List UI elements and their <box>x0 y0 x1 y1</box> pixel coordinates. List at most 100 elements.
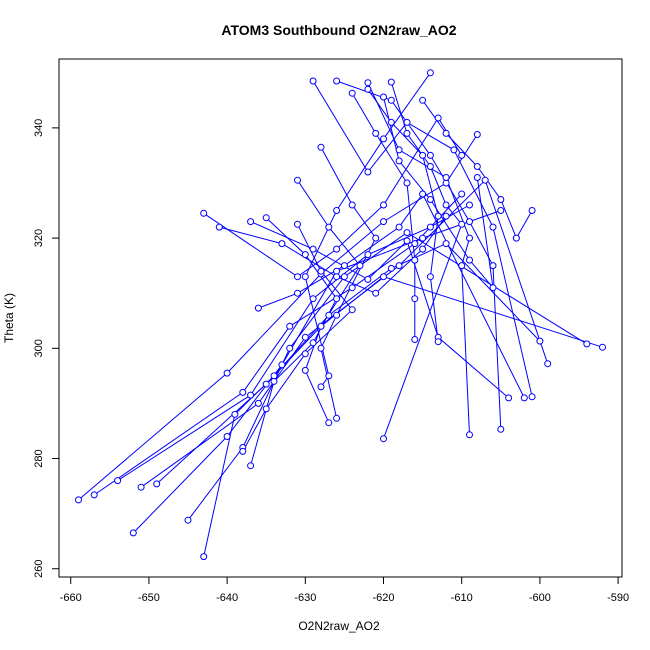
data-point <box>512 234 520 242</box>
data-point <box>481 176 489 184</box>
data-point <box>426 69 434 77</box>
series-line <box>312 80 533 397</box>
data-point <box>270 377 278 385</box>
data-point <box>387 264 395 272</box>
data-point <box>223 433 231 440</box>
data-point <box>333 77 341 85</box>
data-point <box>473 174 481 181</box>
data-point <box>325 372 333 380</box>
data-point <box>473 131 481 138</box>
data-point <box>114 477 122 485</box>
data-point <box>458 262 466 270</box>
data-point <box>325 419 333 427</box>
data-point <box>450 146 458 154</box>
data-point <box>489 223 497 231</box>
data-point <box>364 85 372 93</box>
data-point <box>497 425 505 433</box>
data-point <box>348 201 356 209</box>
data-point <box>419 190 427 198</box>
data-point <box>239 447 247 455</box>
data-point <box>442 240 450 248</box>
data-point <box>309 77 317 85</box>
data-point <box>278 240 286 248</box>
data-point <box>364 79 372 87</box>
data-point <box>356 262 364 270</box>
data-point <box>317 344 325 352</box>
data-point <box>129 529 137 537</box>
data-point <box>395 262 403 270</box>
data-point <box>301 273 309 281</box>
data-point <box>348 89 356 97</box>
data-point <box>387 118 395 126</box>
data-point <box>247 218 255 226</box>
series-line <box>383 96 494 290</box>
data-point <box>426 163 434 170</box>
data-point <box>137 483 145 491</box>
data-point <box>528 393 536 401</box>
series-line <box>250 217 338 466</box>
data-point <box>317 383 325 391</box>
data-point <box>301 333 309 341</box>
data-point <box>403 129 411 137</box>
data-point <box>372 289 380 297</box>
series-line <box>320 146 377 419</box>
data-point <box>372 129 380 137</box>
data-lines <box>78 72 603 557</box>
y-tick-label: 260 <box>33 560 45 578</box>
data-point <box>380 273 387 281</box>
x-axis-label: O2N2raw_AO2 <box>298 619 380 633</box>
data-point <box>466 201 473 209</box>
x-tick-label: -600 <box>529 592 551 604</box>
data-point <box>411 240 419 248</box>
data-point <box>75 496 82 504</box>
data-point <box>317 322 325 330</box>
data-point <box>387 78 395 86</box>
data-point <box>333 273 341 281</box>
data-point <box>426 151 434 159</box>
data-point <box>458 220 466 228</box>
data-point <box>286 344 294 352</box>
data-point <box>278 361 286 369</box>
data-point <box>505 394 513 402</box>
data-point <box>434 114 442 122</box>
data-point <box>247 462 255 470</box>
series-line <box>422 100 533 240</box>
data-point <box>419 234 427 242</box>
data-point <box>466 256 473 264</box>
data-point <box>286 322 294 330</box>
data-point <box>458 190 466 198</box>
x-tick-label: -630 <box>294 592 316 604</box>
data-point <box>411 256 419 264</box>
data-point <box>442 212 450 220</box>
data-point <box>247 391 255 399</box>
series-line <box>203 117 463 278</box>
series-line <box>297 179 361 423</box>
y-tick-label: 340 <box>33 119 45 137</box>
y-tick-label: 280 <box>33 449 45 467</box>
data-point <box>395 157 403 165</box>
data-point <box>294 289 301 297</box>
data-point <box>184 516 192 524</box>
data-point <box>466 218 473 226</box>
data-point <box>466 234 473 242</box>
data-point <box>215 223 223 231</box>
data-point <box>403 229 411 237</box>
data-point <box>262 214 270 222</box>
data-point <box>380 93 387 101</box>
plot-frame <box>58 58 623 578</box>
data-point <box>395 223 403 231</box>
data-point <box>599 343 606 351</box>
data-point <box>333 311 341 319</box>
data-point <box>442 129 450 137</box>
data-point <box>426 196 434 203</box>
data-point <box>403 237 411 245</box>
data-point <box>294 176 301 184</box>
series-line <box>219 215 447 294</box>
x-tick-label: -640 <box>216 592 238 604</box>
series-line <box>140 179 549 488</box>
x-axis: -660 -650 -640 -630 -620 -610 -600 -590 <box>60 576 629 604</box>
data-point <box>348 284 356 292</box>
series-line <box>187 232 588 521</box>
data-point <box>317 143 325 151</box>
